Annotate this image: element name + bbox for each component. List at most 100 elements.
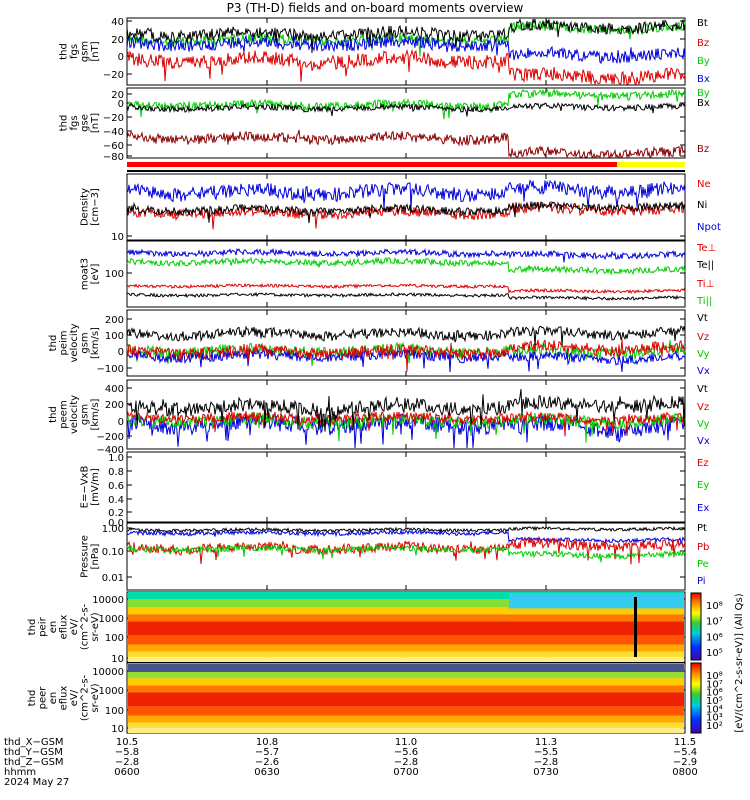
heat-band <box>128 614 684 622</box>
y-axis-label: thd <box>27 690 38 707</box>
y-axis-label: eV/ <box>69 618 80 635</box>
panel-frame <box>126 451 686 523</box>
x-tick-value: −5.8 <box>115 747 139 758</box>
series-Tiperp-line <box>126 282 686 295</box>
legend-Ni: Ni <box>697 200 707 211</box>
y-axis-label: fgs <box>69 44 80 59</box>
y-tick-label: 10 <box>111 724 124 735</box>
series-Bx-line <box>126 34 686 65</box>
y-tick-label: 200 <box>105 400 124 411</box>
series-Pe-line <box>126 544 686 563</box>
y-axis-label: peim <box>59 330 70 355</box>
heat-band <box>128 644 684 652</box>
colorbar-tick: 10⁶ <box>706 632 723 643</box>
y-axis-label: gsm <box>80 332 91 353</box>
y-tick-label: 0.10 <box>102 547 124 558</box>
x-tick-value: 0600 <box>114 767 139 778</box>
colorbar-tick: 10⁸ <box>706 671 723 682</box>
legend-Ne: Ne <box>697 179 711 190</box>
x-tick-value: −2.9 <box>673 757 697 768</box>
y-axis-label: Density <box>80 188 91 226</box>
heat-band <box>128 692 684 707</box>
legend-Vy: Vy <box>697 419 710 430</box>
legend-Vz: Vz <box>697 332 709 343</box>
y-tick-label: 1000 <box>99 614 124 625</box>
y-axis-label: peem <box>59 400 70 428</box>
heatmap-peir <box>128 592 684 662</box>
page-title: P3 (TH-D) fields and on-board moments ov… <box>226 1 524 15</box>
series-Pi-line <box>126 528 686 546</box>
heat-band <box>128 722 684 729</box>
series-Pb-line <box>126 537 686 565</box>
y-axis-label: gsm <box>80 404 91 425</box>
x-tick-value: −2.8 <box>394 757 418 768</box>
y-axis-label: en <box>48 621 59 634</box>
y-tick-label: 100 <box>105 706 124 717</box>
y-tick-label: −40 <box>103 127 124 138</box>
y-tick-label: −100 <box>97 364 124 375</box>
y-tick-label: 10000 <box>92 595 124 606</box>
x-row-label: thd_Z−GSM <box>4 757 64 768</box>
colorbar-tick: 10⁷ <box>706 617 723 628</box>
colorbar-tick: 10² <box>706 721 723 732</box>
y-tick-label: −400 <box>97 445 124 456</box>
colorbar-peer <box>690 662 702 734</box>
legend-Pe: Pe <box>697 559 709 570</box>
heat-band <box>128 607 684 615</box>
y-tick-label: 10000 <box>92 667 124 678</box>
colorbar-tick: 10⁴ <box>706 704 723 715</box>
y-tick-label: 0.4 <box>108 495 124 506</box>
series-Tipar-line <box>126 256 686 276</box>
y-axis-label: moat3 <box>80 258 91 290</box>
legend-By: By <box>697 88 710 99</box>
heat-band <box>128 621 684 636</box>
legend-Vx: Vx <box>697 436 710 447</box>
heat-band <box>128 685 684 693</box>
legend-Ey: Ey <box>697 480 709 491</box>
y-axis-label: [km/s] <box>90 327 101 359</box>
y-axis-label: peer <box>38 686 49 710</box>
legend-Bx: Bx <box>697 74 710 85</box>
y-tick-label: 20 <box>111 90 124 101</box>
series-Ne-line <box>126 201 686 230</box>
y-tick-label: 100 <box>105 269 124 280</box>
colorbar-peir <box>690 592 702 661</box>
heat-band <box>128 670 684 679</box>
legend-Vt: Vt <box>697 313 708 324</box>
legend-Npot: Npot <box>697 222 721 233</box>
colorbar-tick: 10³ <box>706 713 723 724</box>
y-axis-label: (cm^2-s- <box>80 603 91 650</box>
legend-Bt: Bt <box>697 18 708 29</box>
x-tick-value: −5.6 <box>394 747 418 758</box>
y-axis-label: peir <box>38 616 49 636</box>
y-tick-label: 1.0 <box>108 453 124 464</box>
series-Ni-line <box>126 200 686 224</box>
series-Vz-peem-line <box>126 410 685 437</box>
legend-Vz: Vz <box>697 402 709 413</box>
legend-By: By <box>697 56 710 67</box>
series-Vz-peim-line <box>126 338 686 372</box>
y-tick-label: 0.2 <box>108 508 124 519</box>
colorbar-label: [eV/(cm^2-s-sr-eV)] (All Qs) <box>734 593 745 732</box>
x-tick-value: −5.4 <box>673 747 697 758</box>
y-axis-label: eflux <box>59 615 70 640</box>
x-tick-value: 11.5 <box>674 737 696 748</box>
y-axis-label: thd <box>48 335 59 352</box>
heat-band <box>128 592 684 599</box>
heat-band <box>128 715 684 723</box>
y-axis-label: velocity <box>69 323 80 362</box>
y-axis-label: eV/ <box>69 689 80 706</box>
series-Bz-gse-line <box>126 129 686 159</box>
colorbar-tick: 10⁶ <box>706 688 723 699</box>
y-tick-label: 400 <box>105 384 124 395</box>
y-axis-label: en <box>48 692 59 705</box>
legend-Vx: Vx <box>697 366 710 377</box>
colorbar-tick: 10⁷ <box>706 679 723 690</box>
legend-Bx: Bx <box>697 98 710 109</box>
heat-band <box>128 657 684 662</box>
legend-Te||: Te|| <box>696 260 714 271</box>
x-tick-value: 0700 <box>393 767 418 778</box>
series-Npot-line <box>126 179 686 210</box>
y-tick-label: 0 <box>118 52 124 63</box>
y-axis-label: sr-eV) <box>90 683 101 712</box>
